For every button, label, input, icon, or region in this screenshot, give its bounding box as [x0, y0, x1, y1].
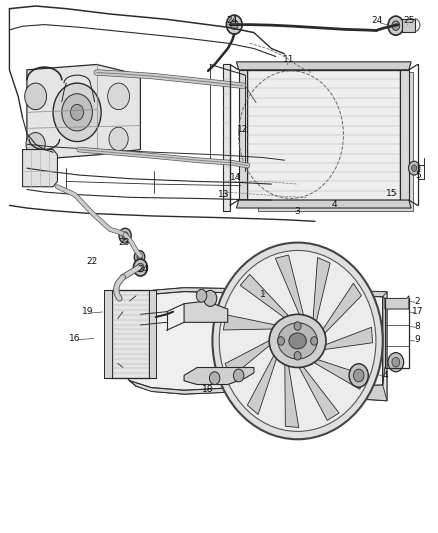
Polygon shape	[247, 346, 280, 415]
Circle shape	[134, 259, 148, 276]
Polygon shape	[123, 288, 387, 401]
Polygon shape	[385, 296, 409, 309]
Text: 23: 23	[118, 238, 130, 247]
Circle shape	[137, 263, 144, 272]
Ellipse shape	[212, 243, 383, 439]
Text: 24: 24	[371, 16, 383, 25]
Circle shape	[226, 15, 242, 34]
Circle shape	[294, 322, 301, 330]
Polygon shape	[112, 290, 149, 378]
Circle shape	[353, 369, 364, 382]
Circle shape	[233, 369, 244, 382]
Circle shape	[71, 104, 84, 120]
Text: 17: 17	[412, 307, 424, 316]
Text: 15: 15	[386, 189, 397, 198]
Polygon shape	[402, 19, 415, 31]
Text: 2: 2	[415, 296, 420, 305]
Circle shape	[25, 83, 46, 110]
Ellipse shape	[278, 323, 317, 359]
Polygon shape	[237, 62, 411, 70]
Text: 25: 25	[403, 16, 415, 25]
Polygon shape	[276, 255, 306, 324]
Text: 16: 16	[69, 334, 81, 343]
Circle shape	[388, 16, 404, 35]
Text: 24: 24	[226, 16, 238, 25]
Circle shape	[137, 254, 142, 260]
Text: 11: 11	[283, 55, 295, 63]
Polygon shape	[306, 357, 366, 389]
Polygon shape	[240, 274, 295, 323]
Ellipse shape	[269, 314, 326, 368]
Polygon shape	[27, 64, 141, 160]
Polygon shape	[295, 359, 339, 421]
Circle shape	[230, 20, 238, 29]
Circle shape	[122, 232, 128, 239]
Polygon shape	[223, 64, 230, 211]
Polygon shape	[184, 368, 254, 384]
Circle shape	[204, 290, 217, 306]
Circle shape	[53, 83, 101, 142]
Circle shape	[412, 165, 417, 171]
Circle shape	[311, 337, 318, 345]
Polygon shape	[314, 327, 372, 351]
Polygon shape	[317, 283, 361, 341]
Text: 4: 4	[382, 371, 388, 380]
Circle shape	[409, 161, 420, 175]
Text: 1: 1	[260, 289, 265, 298]
Text: 9: 9	[415, 335, 420, 344]
Polygon shape	[225, 336, 279, 378]
Polygon shape	[245, 289, 387, 297]
Text: 3: 3	[295, 207, 300, 216]
Ellipse shape	[219, 251, 376, 431]
Polygon shape	[258, 72, 413, 211]
Text: 19: 19	[82, 307, 94, 316]
Ellipse shape	[289, 333, 306, 349]
Polygon shape	[285, 355, 299, 427]
Text: 12: 12	[237, 125, 249, 134]
Text: 4: 4	[332, 200, 338, 209]
Text: 24: 24	[137, 265, 148, 273]
Circle shape	[392, 358, 400, 367]
Circle shape	[388, 353, 404, 372]
Text: 14: 14	[230, 173, 241, 182]
Circle shape	[134, 251, 145, 263]
Circle shape	[108, 83, 130, 110]
Text: 8: 8	[415, 321, 420, 330]
Polygon shape	[130, 288, 250, 301]
Circle shape	[349, 364, 368, 387]
Polygon shape	[312, 257, 330, 331]
Polygon shape	[184, 301, 228, 322]
Polygon shape	[223, 315, 285, 330]
Text: 13: 13	[218, 190, 229, 199]
Text: 18: 18	[202, 385, 214, 394]
Circle shape	[196, 289, 207, 302]
Polygon shape	[247, 70, 400, 200]
Text: 5: 5	[415, 171, 420, 180]
Circle shape	[294, 352, 301, 360]
Circle shape	[119, 228, 131, 243]
Polygon shape	[130, 381, 250, 394]
Polygon shape	[237, 200, 411, 208]
Polygon shape	[245, 385, 387, 401]
Polygon shape	[239, 70, 247, 200]
Polygon shape	[149, 290, 155, 378]
Circle shape	[392, 21, 400, 30]
Polygon shape	[104, 290, 112, 378]
Polygon shape	[400, 70, 409, 200]
Circle shape	[26, 133, 45, 156]
Polygon shape	[118, 292, 383, 390]
Circle shape	[109, 127, 128, 151]
Circle shape	[278, 337, 285, 345]
Text: 22: 22	[87, 257, 98, 265]
Circle shape	[62, 94, 92, 131]
Polygon shape	[22, 150, 57, 187]
Circle shape	[209, 372, 220, 384]
